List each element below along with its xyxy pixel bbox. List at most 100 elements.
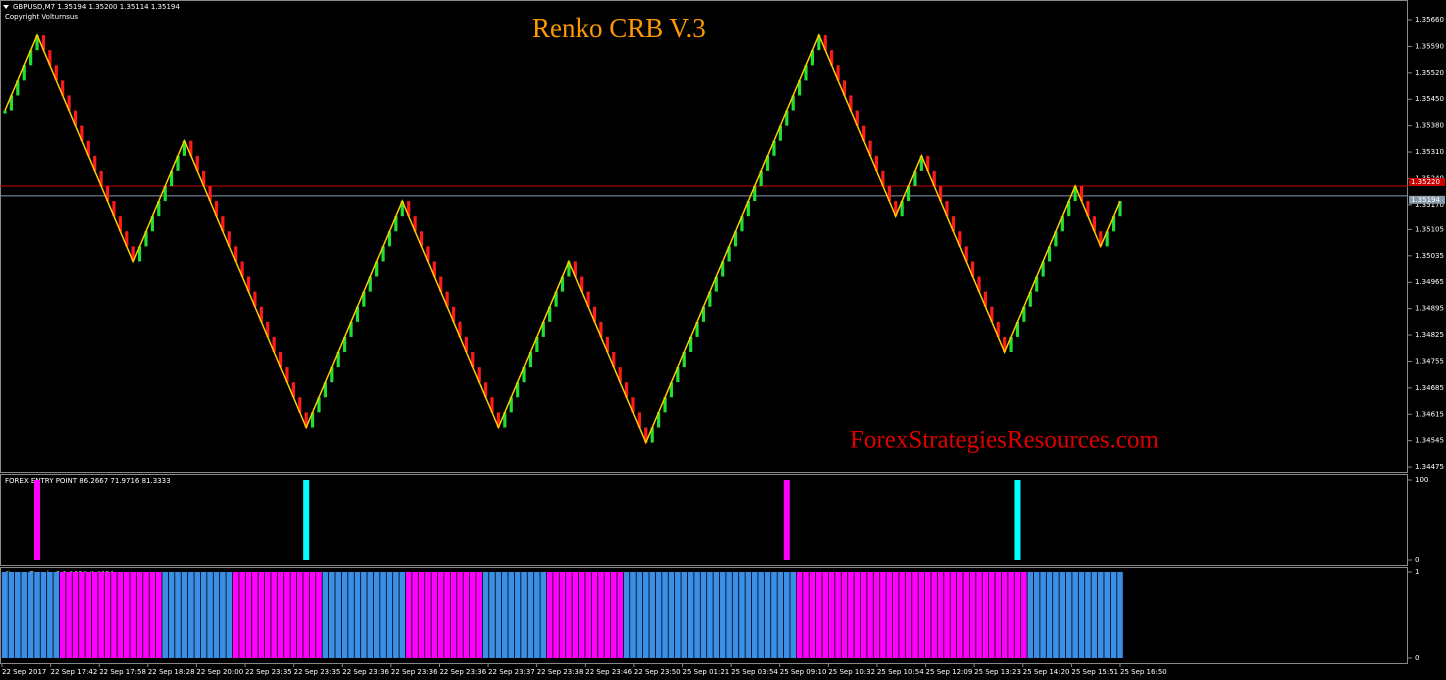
y-tick-label: 1.34615 — [1415, 410, 1444, 418]
y-tick-label: 1.35170 — [1415, 201, 1444, 209]
entry-spike — [1014, 480, 1021, 560]
renko-brick — [496, 412, 501, 428]
renko-brick — [1054, 231, 1058, 247]
time-label: 25 Sep 03:54 — [731, 668, 778, 676]
y-tick-label: 1.35590 — [1415, 42, 1444, 50]
renko-brick — [426, 246, 430, 262]
renko-brick — [926, 155, 930, 171]
renko-brick — [778, 125, 782, 141]
renko-brick — [919, 155, 923, 171]
renko-brick — [105, 186, 110, 202]
renko-brick — [708, 291, 712, 307]
renko-brick — [1092, 216, 1096, 232]
renko-brick — [701, 306, 706, 322]
renko-brick — [804, 65, 808, 81]
renko-brick — [528, 352, 533, 368]
watermark: ForexStrategiesResources.com — [850, 427, 1160, 454]
time-label: 22 Sep 23:35 — [294, 668, 341, 676]
renko-brick — [849, 95, 853, 111]
renko-brick — [714, 276, 718, 292]
renko-brick — [298, 397, 302, 413]
renko-brick — [387, 231, 392, 247]
renko-brick — [624, 382, 629, 398]
renko-brick — [881, 170, 885, 187]
renko-brick — [554, 291, 558, 307]
renko-brick — [663, 397, 667, 413]
time-label: 22 Sep 23:46 — [585, 668, 632, 676]
renko-brick — [3, 110, 7, 114]
renko-brick — [170, 170, 174, 187]
y-tick-label: 1.34895 — [1415, 305, 1444, 313]
renko-brick — [689, 336, 693, 353]
renko-brick — [362, 291, 366, 307]
renko-brick — [1079, 186, 1084, 202]
time-label: 22 Sep 23:38 — [537, 668, 584, 676]
renko-brick — [548, 306, 552, 322]
renko-brick — [612, 352, 616, 368]
time-label: 25 Sep 10:32 — [828, 668, 875, 676]
renko-brick — [137, 246, 142, 262]
copyright: Copyright Volturnsus — [5, 13, 78, 21]
renko-brick — [894, 201, 898, 217]
time-label: 22 Sep 23:35 — [245, 668, 292, 676]
renko-brick — [977, 276, 981, 292]
symbol-menu[interactable] — [3, 5, 9, 9]
renko-brick — [317, 397, 321, 413]
renko-brick — [150, 216, 154, 232]
time-label: 25 Sep 10:54 — [877, 668, 924, 676]
time-label: 22 Sep 17:58 — [99, 668, 146, 676]
renko-brick — [285, 367, 289, 383]
trend-frame — [0, 567, 1408, 664]
renko-brick — [48, 50, 52, 66]
renko-brick — [221, 216, 225, 232]
renko-brick — [1028, 291, 1032, 307]
renko-brick — [125, 231, 129, 247]
renko-brick — [375, 261, 379, 277]
renko-brick — [855, 110, 859, 126]
renko-brick — [471, 352, 475, 368]
renko-brick — [99, 170, 103, 187]
renko-brick — [900, 201, 904, 217]
renko-brick — [336, 352, 340, 368]
renko-brick — [381, 246, 385, 262]
renko-brick — [1009, 336, 1013, 353]
renko-brick — [509, 397, 513, 413]
renko-brick — [477, 367, 481, 383]
renko-brick — [9, 95, 14, 111]
renko-brick — [990, 306, 994, 322]
renko-brick — [41, 35, 46, 51]
y-tick-label: 1.35035 — [1415, 252, 1444, 260]
renko-brick — [573, 261, 577, 277]
renko-brick — [266, 321, 270, 337]
time-label: 25 Sep 01:21 — [683, 668, 730, 676]
renko-brick — [874, 155, 879, 171]
entry-spike — [303, 480, 310, 560]
y-tick-label: 1.35520 — [1415, 69, 1444, 77]
indicator-title: FOREX ENTRY POINT 86.2667 71.9716 81.333… — [5, 477, 171, 485]
entry-frame — [0, 474, 1408, 566]
entry-spike — [783, 480, 790, 560]
renko-brick — [35, 35, 39, 51]
renko-brick — [131, 246, 135, 262]
renko-brick — [785, 110, 789, 126]
renko-brick — [983, 291, 988, 307]
renko-brick — [1060, 216, 1064, 232]
time-label: 25 Sep 12:09 — [926, 668, 973, 676]
renko-brick — [432, 261, 436, 277]
y-tick-label: 1.35660 — [1415, 16, 1444, 24]
renko-brick — [887, 186, 891, 202]
y-tick-label: 1.35380 — [1415, 122, 1444, 130]
y-tick-label: 1.34685 — [1415, 384, 1444, 392]
trend-run — [322, 572, 406, 658]
renko-brick — [1086, 201, 1090, 217]
renko-brick — [503, 412, 507, 428]
renko-brick — [413, 216, 417, 232]
renko-brick — [214, 201, 219, 217]
time-label: 22 Sep 18:28 — [148, 668, 195, 676]
symbol-header: GBPUSD,M7 1.35194 1.35200 1.35114 1.3519… — [13, 3, 180, 11]
price-label-box — [1409, 195, 1445, 204]
trend-run — [1027, 572, 1124, 658]
renko-brick — [291, 382, 295, 398]
y-tick-label: 1.35105 — [1415, 225, 1444, 233]
renko-brick — [246, 276, 251, 292]
